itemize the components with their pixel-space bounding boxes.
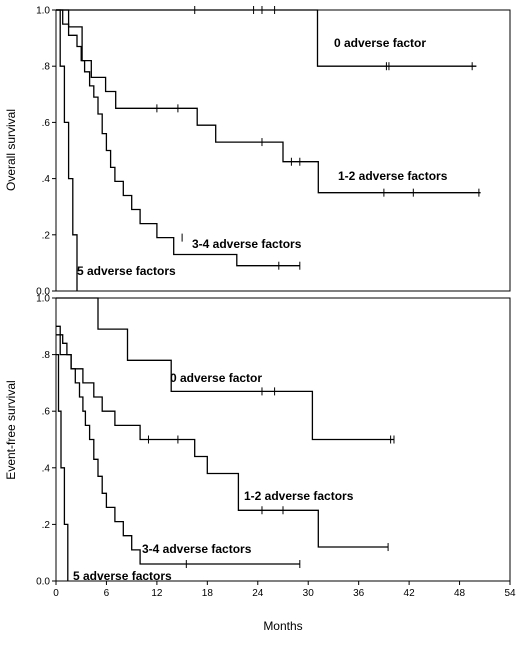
series-label-0-adverse-factor: 0 adverse factor: [170, 371, 262, 385]
x-tick-label: 42: [404, 588, 416, 599]
x-tick-label: 0: [53, 588, 59, 599]
series-label-3-4-adverse-factors: 3-4 adverse factors: [192, 237, 302, 251]
event-free-survival-plot-frame: [55, 297, 511, 582]
km-curve-0-adverse-factor: [56, 297, 394, 441]
y-tick-label: .6: [42, 407, 51, 418]
overall-survival-y-axis-label: Overall survival: [4, 109, 18, 191]
y-tick-label: .8: [42, 62, 51, 73]
x-axis-label: Months: [263, 619, 302, 633]
event-free-survival-y-axis-label: Event-free survival: [4, 380, 18, 479]
overall-survival-series-labels: 0 adverse factor 1-2 adverse factors 3-4…: [77, 36, 448, 278]
x-tick-label: 18: [202, 588, 214, 599]
y-tick-label: 1.0: [36, 294, 50, 305]
x-tick-label: 54: [504, 588, 516, 599]
x-tick-label: 48: [454, 588, 466, 599]
y-tick-label: 0.0: [36, 287, 50, 298]
km-curve-5-adverse-factors: [56, 9, 78, 291]
km-curve-3-4-adverse-factors: [56, 9, 300, 267]
series-label-1-2-adverse-factors: 1-2 adverse factors: [244, 489, 354, 503]
x-tick-label: 24: [252, 588, 264, 599]
km-curve-0-adverse-factor: [56, 9, 477, 67]
series-label-3-4-adverse-factors: 3-4 adverse factors: [142, 542, 252, 556]
event-free-survival-panel: 0.0 .2 .4 .6 .8 1.0 0 6 12 18 24 30 36 42 48 54 0 adve…: [4, 294, 516, 634]
x-tick-label: 36: [353, 588, 365, 599]
series-label-0-adverse-factor: 0 adverse factor: [334, 36, 426, 50]
km-curve-5-adverse-factors: [56, 353, 69, 581]
km-curve-3-4-adverse-factors: [56, 334, 300, 565]
event-free-survival-y-axis: 0.0 .2 .4 .6 .8 1.0: [36, 294, 56, 588]
y-tick-label: .6: [42, 118, 51, 129]
y-tick-label: .8: [42, 350, 51, 361]
event-free-survival-curves: [56, 297, 395, 581]
y-tick-label: .2: [42, 520, 51, 531]
x-tick-label: 12: [151, 588, 163, 599]
x-tick-label: 30: [303, 588, 315, 599]
km-curve-1-2-adverse-factors: [56, 325, 389, 548]
overall-survival-panel: 0.0 .2 .4 .6 .8 1.0 0 adverse factor 1-2 adve…: [4, 6, 511, 298]
series-label-1-2-adverse-factors: 1-2 adverse factors: [338, 169, 448, 183]
y-tick-label: 1.0: [36, 6, 50, 17]
y-tick-label: .4: [42, 174, 51, 185]
series-label-5-adverse-factors: 5 adverse factors: [73, 569, 172, 583]
series-label-5-adverse-factors: 5 adverse factors: [77, 264, 176, 278]
y-tick-label: 0.0: [36, 577, 50, 588]
km-curve-1-2-adverse-factors: [56, 9, 481, 194]
overall-survival-curves: [56, 6, 481, 291]
x-tick-label: 6: [104, 588, 110, 599]
event-free-survival-x-axis: 0 6 12 18 24 30 36 42 48 54: [53, 581, 516, 599]
event-free-survival-series-labels: 0 adverse factor 1-2 adverse factors 3-4…: [73, 371, 354, 583]
y-tick-label: .2: [42, 230, 51, 241]
y-tick-label: .4: [42, 463, 51, 474]
overall-survival-y-axis: 0.0 .2 .4 .6 .8 1.0: [36, 6, 56, 298]
